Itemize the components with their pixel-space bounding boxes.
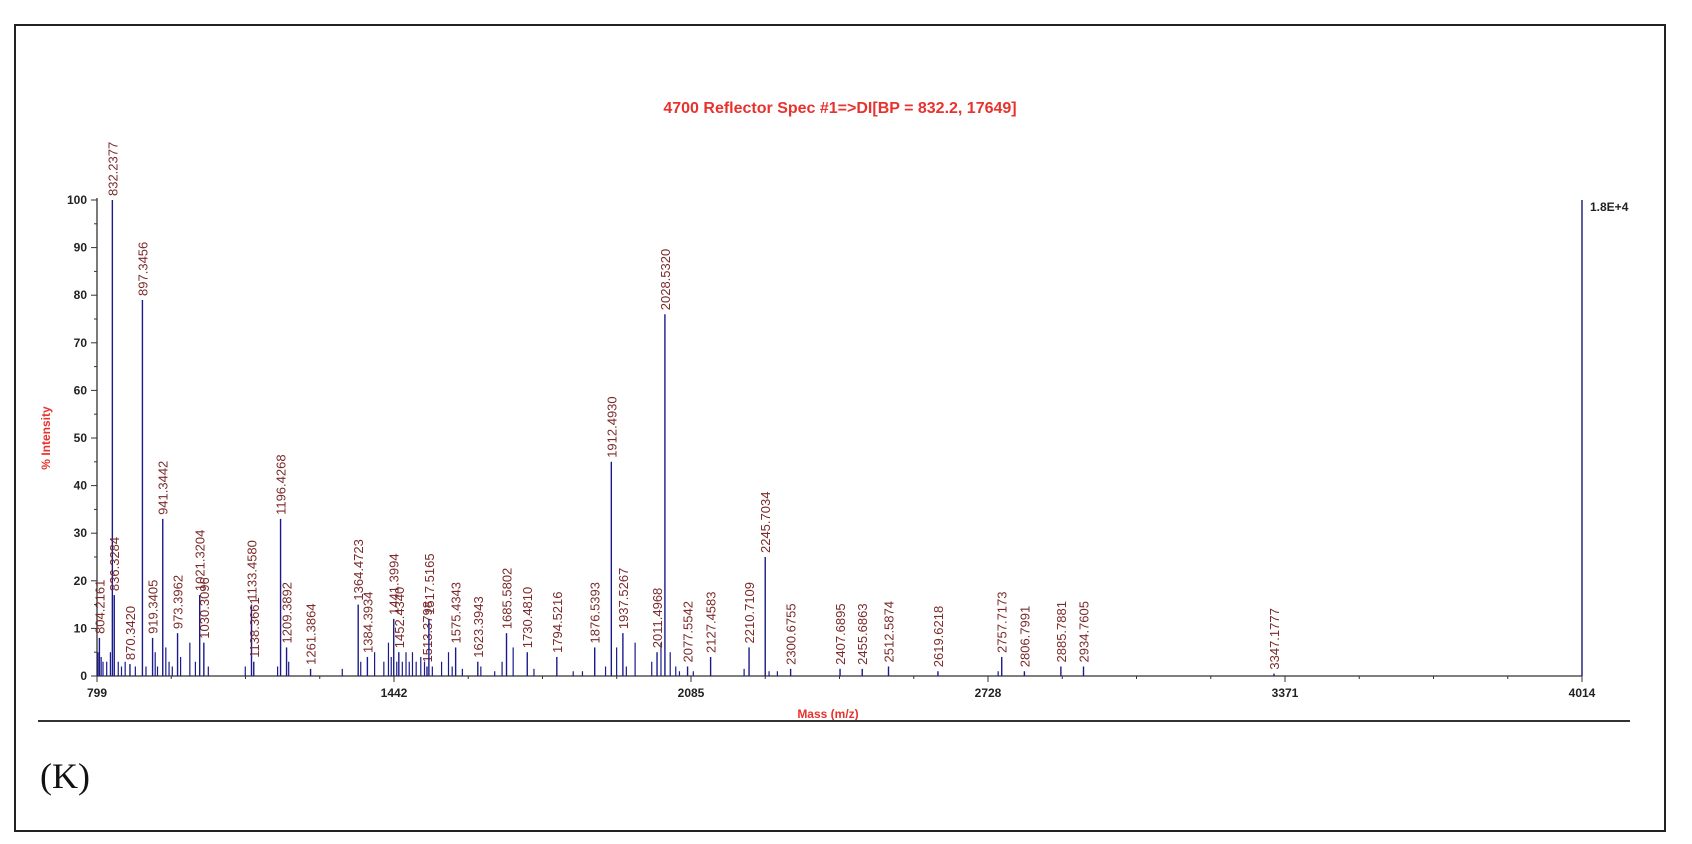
peak-label: 2934.7605: [1077, 601, 1092, 662]
peak-label: 2806.7991: [1017, 606, 1032, 667]
peak-label: 1030.3096: [197, 577, 212, 638]
peak-label: 1196.4268: [274, 454, 289, 515]
x-tick-label: 2085: [678, 686, 705, 700]
x-tick-label: 799: [87, 686, 107, 700]
peak-label: 1937.5267: [616, 568, 631, 629]
peak-label: 3347.1777: [1267, 608, 1282, 669]
peak-label: 1441.3994: [387, 553, 402, 614]
y-tick-label: 20: [74, 574, 88, 588]
chart-title: 4700 Reflector Spec #1=>DI[BP = 832.2, 1…: [663, 100, 1016, 117]
peak-label: 1794.5216: [550, 592, 565, 653]
peak-label: 897.3456: [135, 242, 150, 296]
peak-label: 1912.4930: [604, 396, 619, 457]
peak-label: 2512.5874: [882, 601, 897, 662]
peak-label: 1730.4810: [520, 587, 535, 648]
x-tick-label: 1442: [381, 686, 408, 700]
y-tick-label: 10: [74, 621, 88, 635]
peak-label: 1876.5393: [588, 582, 603, 643]
peak-label: 2455.6863: [855, 603, 870, 664]
peak-label: 2757.7173: [995, 592, 1010, 653]
y-tick-label: 30: [74, 526, 88, 540]
figure-frame: [14, 24, 1666, 832]
x-tick-label: 4014: [1569, 686, 1596, 700]
y-tick-label: 90: [74, 241, 88, 255]
peak-label: 2300.6755: [784, 603, 799, 664]
peak-label: 2077.5542: [681, 601, 696, 662]
peak-label: 2885.7881: [1054, 601, 1069, 662]
y-tick-label: 80: [74, 288, 88, 302]
peak-label: 2011.4968: [650, 588, 665, 649]
y-tick-label: 70: [74, 336, 88, 350]
peak-label: 2028.5320: [658, 249, 673, 310]
peak-label: 941.3442: [156, 461, 171, 515]
peak-label: 1364.4723: [351, 539, 366, 600]
y-tick-label: 60: [74, 383, 88, 397]
x-tick-label: 3371: [1272, 686, 1299, 700]
peak-label: 919.3405: [146, 580, 161, 634]
peak-label: 1685.5802: [500, 568, 515, 629]
peak-label: 1513.3798: [420, 601, 435, 662]
peak-label: 2619.6218: [931, 606, 946, 667]
x-axis-label: Mass (m/z): [797, 707, 858, 721]
peak-label: 1452.4340: [392, 587, 407, 648]
y-tick-label: 100: [67, 193, 87, 207]
peak-label: 804.2161: [92, 580, 107, 634]
peak-label: 870.3420: [123, 606, 138, 660]
peak-label: 836.3284: [107, 537, 122, 591]
right-axis-label: 1.8E+4: [1590, 200, 1629, 214]
peak-label: 2245.7034: [758, 492, 773, 553]
y-tick-label: 0: [80, 669, 87, 683]
peak-label: 1138.3661: [247, 597, 262, 658]
peak-label: 973.3962: [171, 575, 186, 629]
peak-label: 1209.3892: [280, 582, 295, 643]
peak-label: 1623.3943: [471, 596, 486, 657]
x-tick-label: 2728: [975, 686, 1002, 700]
y-tick-label: 40: [74, 479, 88, 493]
panel-label: (K): [40, 756, 90, 796]
peak-label: 2127.4583: [704, 592, 719, 653]
peak-label: 2407.6895: [833, 603, 848, 664]
y-axis-label: % Intensity: [39, 406, 53, 470]
peak-label: 1261.3864: [304, 603, 319, 664]
peak-label: 1021.3204: [193, 530, 208, 591]
peak-label: 1517.5165: [422, 553, 437, 614]
peak-label: 1384.3934: [360, 592, 375, 653]
peak-label: 832.2377: [105, 142, 120, 196]
peak-label: 1575.4343: [449, 582, 464, 643]
y-tick-label: 50: [74, 431, 88, 445]
peak-label: 2210.7109: [742, 582, 757, 643]
peak-label: 1133.4580: [244, 540, 259, 601]
